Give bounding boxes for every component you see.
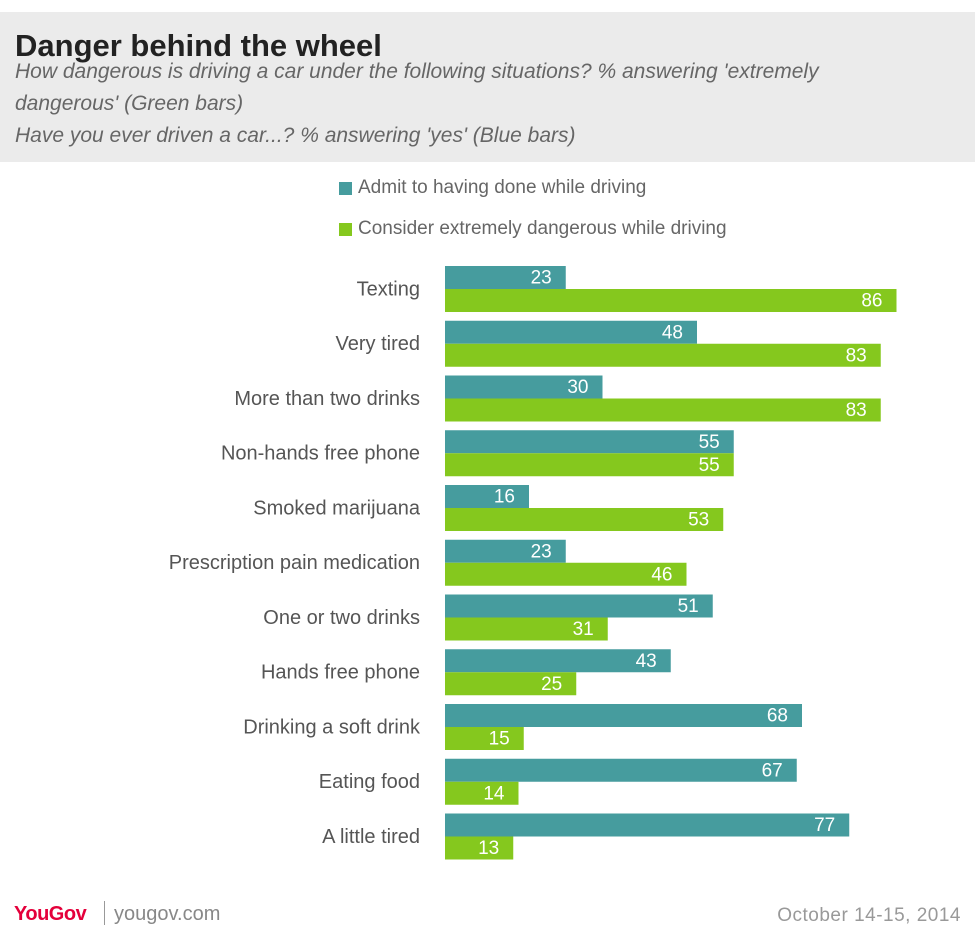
header-panel: Danger behind the wheel How dangerous is… (0, 12, 975, 162)
bar-dangerous-one-or-two-drinks (445, 617, 608, 641)
bar-dangerous-smoked-marijuana (445, 508, 724, 531)
bar-dangerous-non-hands-free-phone (445, 453, 734, 477)
category-label-hands-free-phone: Hands free phone (261, 662, 420, 684)
footer-site[interactable]: yougov.com (114, 903, 221, 925)
bar-dangerous-hands-free-phone (445, 672, 577, 696)
value-label-admit-smoked-marijuana: 16 (494, 487, 515, 508)
category-label-prescription-pain-medication: Prescription pain medication (169, 552, 420, 574)
legend-swatch-green (339, 222, 352, 236)
bar-admit-smoked-marijuana (445, 485, 529, 508)
bar-admit-eating-food (445, 758, 797, 782)
bar-dangerous-very-tired (445, 343, 881, 367)
legend-item-dangerous: Consider extremely dangerous while drivi… (339, 218, 727, 240)
value-label-dangerous-a-little-tired: 13 (478, 838, 499, 859)
value-label-admit-texting: 23 (531, 268, 552, 289)
bar-dangerous-a-little-tired (445, 836, 514, 860)
legend-item-admit: Admit to having done while driving (339, 177, 646, 199)
bar-admit-very-tired (445, 320, 697, 344)
value-label-admit-more-than-two-drinks: 30 (567, 377, 588, 398)
bar-admit-more-than-two-drinks (445, 375, 603, 399)
value-label-dangerous-drinking-a-soft-drink: 15 (489, 729, 510, 750)
value-label-dangerous-very-tired: 83 (846, 345, 867, 366)
bar-dangerous-more-than-two-drinks (445, 398, 881, 422)
footer-date: October 14-15, 2014 (777, 905, 961, 926)
bar-admit-non-hands-free-phone (445, 430, 734, 454)
value-label-admit-a-little-tired: 77 (814, 815, 835, 836)
bar-dangerous-drinking-a-soft-drink (445, 727, 524, 750)
value-label-dangerous-more-than-two-drinks: 83 (846, 400, 867, 421)
yougov-logo: YouGov (14, 903, 87, 925)
category-label-texting: Texting (357, 278, 420, 300)
footer-divider (104, 901, 105, 925)
legend-swatch-blue (339, 181, 352, 195)
bar-admit-one-or-two-drinks (445, 594, 713, 618)
category-label-a-little-tired: A little tired (322, 826, 420, 848)
value-label-dangerous-eating-food: 14 (483, 783, 505, 804)
value-label-admit-drinking-a-soft-drink: 68 (767, 706, 788, 727)
value-label-admit-non-hands-free-phone: 55 (699, 432, 720, 453)
value-label-dangerous-prescription-pain-medication: 46 (651, 564, 672, 585)
value-label-dangerous-non-hands-free-phone: 55 (699, 455, 720, 476)
bar-dangerous-prescription-pain-medication (445, 562, 687, 586)
value-label-admit-prescription-pain-medication: 23 (531, 541, 552, 562)
chart-title: Danger behind the wheel (15, 28, 382, 63)
bar-dangerous-eating-food (445, 781, 519, 805)
chart-subtitle-line-3: Have you ever driven a car...? % answeri… (15, 124, 576, 147)
bar-admit-texting (445, 266, 566, 289)
value-label-dangerous-texting: 86 (861, 291, 882, 312)
bar-admit-hands-free-phone (445, 649, 671, 673)
value-label-admit-one-or-two-drinks: 51 (678, 596, 699, 617)
bar-admit-a-little-tired (445, 813, 850, 837)
bar-admit-drinking-a-soft-drink (445, 704, 802, 727)
bar-chart: Texting 23 86 Very tired 48 83 More than two d… (169, 266, 897, 860)
category-label-smoked-marijuana: Smoked marijuana (253, 497, 421, 519)
value-label-admit-eating-food: 67 (762, 760, 783, 781)
value-label-dangerous-one-or-two-drinks: 31 (573, 619, 594, 640)
category-label-drinking-a-soft-drink: Drinking a soft drink (243, 716, 421, 738)
category-label-eating-food: Eating food (319, 771, 420, 793)
value-label-admit-very-tired: 48 (662, 322, 683, 343)
bar-admit-prescription-pain-medication (445, 539, 566, 563)
legend-label-dangerous: Consider extremely dangerous while drivi… (358, 218, 727, 239)
value-label-admit-hands-free-phone: 43 (636, 651, 657, 672)
value-label-dangerous-hands-free-phone: 25 (541, 674, 562, 695)
category-label-very-tired: Very tired (336, 333, 420, 355)
bar-dangerous-texting (445, 289, 897, 312)
category-label-one-or-two-drinks: One or two drinks (263, 607, 420, 629)
category-label-non-hands-free-phone: Non-hands free phone (221, 443, 420, 465)
category-label-more-than-two-drinks: More than two drinks (234, 388, 420, 410)
legend-label-admit: Admit to having done while driving (358, 177, 647, 198)
chart-subtitle-line-2: dangerous' (Green bars) (15, 92, 244, 115)
chart-subtitle-line-1: How dangerous is driving a car under the… (15, 60, 819, 83)
value-label-dangerous-smoked-marijuana: 53 (688, 510, 709, 531)
